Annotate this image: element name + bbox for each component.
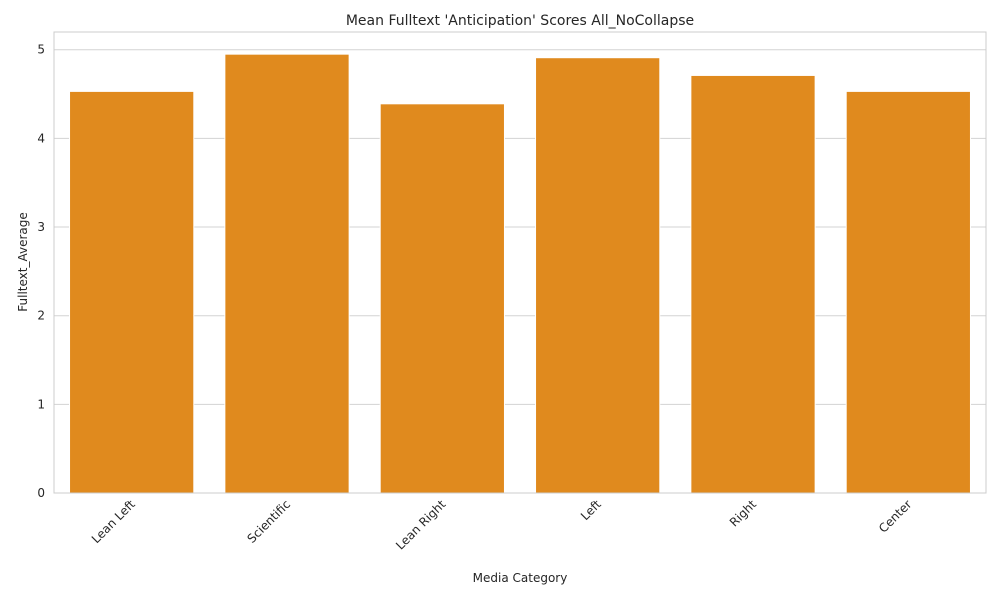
- y-tick-label: 0: [37, 486, 45, 500]
- x-tick-label: Right: [727, 497, 759, 529]
- bar-right: [690, 74, 816, 494]
- x-tick-label: Scientific: [245, 497, 294, 546]
- x-tick-labels: Lean Left Scientific Lean Right Left Right Ce…: [89, 497, 915, 553]
- x-tick-label: Lean Left: [89, 497, 138, 546]
- chart-title: Mean Fulltext 'Anticipation' Scores All_…: [346, 13, 694, 29]
- x-axis-label: Media Category: [473, 571, 568, 585]
- y-tick-label: 1: [37, 397, 45, 411]
- bar-lean-right: [379, 103, 505, 494]
- bar-lean-left: [69, 90, 195, 494]
- x-tick-label: Lean Right: [393, 497, 449, 553]
- y-axis-label: Fulltext_Average: [16, 212, 30, 311]
- y-tick-label: 2: [37, 309, 45, 323]
- y-tick-labels: 0 1 2 3 4 5: [37, 43, 45, 500]
- y-tick-label: 3: [37, 220, 45, 234]
- x-tick-label: Left: [578, 497, 604, 523]
- bars: [69, 53, 971, 494]
- y-tick-label: 5: [37, 43, 45, 57]
- plot-frame: [53, 31, 987, 494]
- bar-scientific: [224, 53, 350, 494]
- y-tick-label: 4: [37, 131, 45, 145]
- bar-center: [845, 90, 971, 494]
- x-tick-label: Center: [876, 497, 915, 536]
- bar-left: [535, 57, 661, 494]
